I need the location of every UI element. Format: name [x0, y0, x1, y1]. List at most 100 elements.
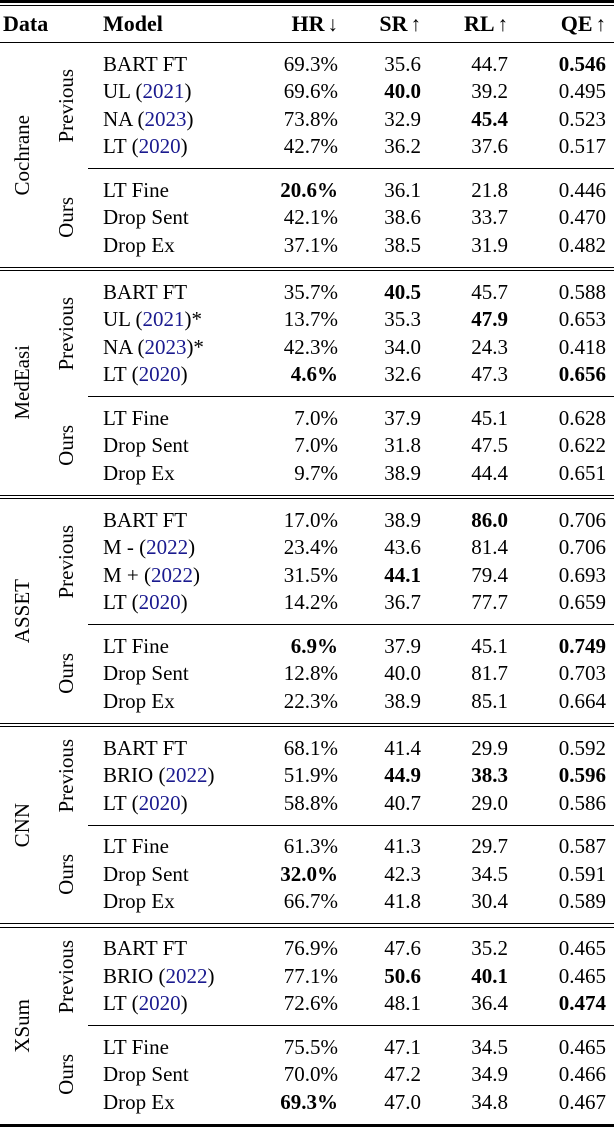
rl-value: 77.7	[471, 590, 508, 615]
citation-year[interactable]: 2023	[144, 334, 187, 359]
rl-value: 33.7	[471, 205, 508, 230]
qe-value: 0.628	[558, 405, 606, 430]
sr-value: 38.6	[384, 205, 421, 230]
model-name: Drop Sent	[103, 1062, 189, 1087]
group-label-text: Ours	[53, 425, 78, 467]
model-name: UL	[103, 79, 131, 104]
qe-value: 0.653	[558, 307, 606, 332]
model-name: Drop Sent	[103, 861, 189, 886]
model-name: Drop Ex	[103, 889, 175, 914]
table-row: Drop Sent 7.0% 31.8 47.5 0.622	[88, 432, 614, 460]
hr-value: 75.5%	[283, 1034, 338, 1059]
model-cell: LT (2020)	[103, 362, 188, 387]
qe-value: 0.703	[558, 661, 606, 686]
dataset-label-text: CNN	[9, 802, 34, 848]
hr-value: 31.5%	[283, 562, 338, 587]
citation-year[interactable]: 2022	[165, 963, 208, 988]
col-header-hr: HR ↓	[272, 11, 339, 37]
model-name: M -	[103, 535, 134, 560]
group-divider-rule	[88, 396, 614, 397]
group-rows: LT Fine 7.0% 37.9 45.1 0.628 Drop Sent 7.0% 31.…	[88, 405, 614, 488]
rl-value: 79.4	[471, 562, 508, 587]
model-name: Drop Ex	[103, 688, 175, 713]
rl-value: 81.4	[471, 535, 508, 560]
qe-value: 0.588	[558, 279, 606, 304]
table-row: M - (2022) 23.4% 43.6 81.4 0.706	[88, 534, 614, 562]
model-name: Drop Ex	[103, 232, 175, 257]
table-row: BRIO (2022) 77.1% 50.6 40.1 0.465	[88, 963, 614, 991]
rl-value: 45.4	[471, 106, 508, 131]
group-divider-rule	[88, 624, 614, 625]
qe-value: 0.592	[558, 735, 606, 760]
qe-value: 0.589	[558, 889, 606, 914]
model-name: LT	[103, 134, 127, 159]
model-cell: Drop Sent	[88, 205, 272, 230]
sr-value: 47.2	[384, 1062, 421, 1087]
table-row: BART FT 69.3% 35.6 44.7 0.546	[88, 51, 614, 79]
sr-value: 40.7	[384, 790, 421, 815]
qe-value: 0.465	[558, 963, 606, 988]
model-cell: LT (2020)	[103, 991, 188, 1016]
col-header-model: Model	[103, 11, 163, 36]
hr-value: 72.6%	[283, 991, 338, 1016]
qe-value: 0.466	[558, 1062, 606, 1087]
sr-value: 41.4	[384, 735, 421, 760]
table-row: LT Fine 7.0% 37.9 45.1 0.628	[88, 405, 614, 433]
section-groups: Previous BART FT 35.7% 40.5 45.7 0.588 UL (202…	[44, 271, 614, 495]
sr-value: 40.0	[384, 79, 421, 104]
citation-year[interactable]: 2020	[138, 590, 181, 615]
rl-value: 45.1	[471, 633, 508, 658]
qe-value: 0.446	[558, 177, 606, 202]
header-rule	[0, 42, 614, 43]
qe-value: 0.465	[558, 1034, 606, 1059]
citation-year[interactable]: 2021	[142, 79, 185, 104]
hr-value: 22.3%	[283, 688, 338, 713]
model-name: LT Fine	[103, 177, 169, 202]
group-rows: LT Fine 61.3% 41.3 29.7 0.587 Drop Sent 32.0% 4…	[88, 833, 614, 916]
up-arrow-icon: ↑	[410, 12, 422, 36]
qe-value: 0.465	[558, 936, 606, 961]
table-row: NA (2023)* 42.3% 34.0 24.3 0.418	[88, 334, 614, 362]
rl-value: 85.1	[471, 688, 508, 713]
qe-value: 0.596	[558, 763, 606, 788]
group-label-text: Ours	[53, 653, 78, 695]
col-header-qe: QE ↑	[508, 11, 606, 37]
rl-value: 29.9	[471, 735, 508, 760]
table-row: Drop Ex 22.3% 38.9 85.1 0.664	[88, 688, 614, 716]
sr-value: 38.9	[384, 460, 421, 485]
citation-year[interactable]: 2020	[138, 134, 181, 159]
rl-value: 38.3	[471, 763, 508, 788]
sr-value: 40.0	[384, 661, 421, 686]
rl-value: 81.7	[471, 661, 508, 686]
citation-year[interactable]: 2020	[138, 362, 181, 387]
citation-year[interactable]: 2022	[146, 535, 189, 560]
citation-year[interactable]: 2022	[165, 763, 208, 788]
table-row: LT Fine 75.5% 47.1 34.5 0.465	[88, 1034, 614, 1062]
hr-value: 42.7%	[283, 134, 338, 159]
citation-year[interactable]: 2022	[151, 562, 194, 587]
rl-value: 45.1	[471, 405, 508, 430]
rl-value: 34.8	[471, 1089, 508, 1114]
sr-value: 32.9	[384, 106, 421, 131]
model-cell: Drop Sent	[88, 661, 272, 686]
rl-value: 24.3	[471, 334, 508, 359]
model-cell: NA (2023)	[103, 106, 194, 131]
model-cell: LT (2020)	[103, 134, 188, 159]
section-cochrane: Cochrane Previous BART FT 69.3% 35.6 44.7 0.54…	[0, 43, 614, 267]
group-label: Ours	[44, 633, 88, 716]
model-name: Drop Sent	[103, 433, 189, 458]
group-rows: BART FT 76.9% 47.6 35.2 0.465 BRIO (2022) 77.1…	[88, 935, 614, 1018]
model-cell: BART FT	[88, 936, 272, 961]
citation-year[interactable]: 2021	[142, 307, 185, 332]
model-name: Drop Ex	[103, 1089, 175, 1114]
hr-value: 58.8%	[283, 790, 338, 815]
table-row: BART FT 68.1% 41.4 29.9 0.592	[88, 735, 614, 763]
group-rows: LT Fine 75.5% 47.1 34.5 0.465 Drop Sent 70.0% 4…	[88, 1034, 614, 1117]
group-label-text: Ours	[53, 197, 78, 239]
table-row: Drop Sent 42.1% 38.6 33.7 0.470	[88, 204, 614, 232]
sr-value: 40.5	[384, 279, 421, 304]
rl-value: 39.2	[471, 79, 508, 104]
citation-year[interactable]: 2020	[138, 991, 181, 1016]
citation-year[interactable]: 2023	[144, 106, 187, 131]
citation-year[interactable]: 2020	[138, 790, 181, 815]
